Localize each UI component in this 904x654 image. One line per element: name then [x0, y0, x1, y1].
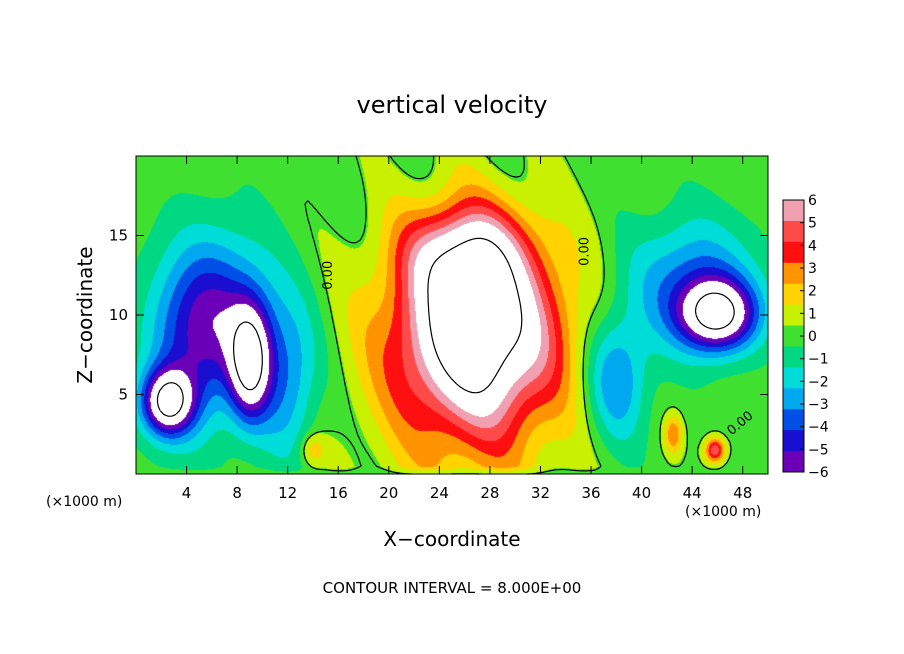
- colorbar-swatch: [783, 241, 804, 264]
- x-tick-label: 36: [581, 484, 600, 502]
- colorbar-tick-label: 5: [808, 216, 817, 232]
- contour-interval-note: CONTOUR INTERVAL = 8.000E+00: [323, 579, 582, 597]
- y-axis: 5 10 15: [109, 227, 768, 404]
- x-tick-label: 44: [683, 484, 702, 502]
- contour-label: 0.00: [578, 237, 593, 266]
- x-tick-label: 40: [632, 484, 651, 502]
- colorbar-tick-label: −4: [808, 420, 829, 436]
- x-tick-label: 4: [182, 484, 192, 502]
- chart-title: vertical velocity: [357, 91, 548, 119]
- contour-line: [427, 237, 523, 394]
- y-tick-label: 15: [109, 227, 128, 245]
- colorbar-swatch: [783, 346, 804, 368]
- x-tick-label: 12: [278, 484, 297, 502]
- colorbar-tick-label: 6: [808, 193, 817, 209]
- x-tick-label: 8: [232, 484, 242, 502]
- x-tick-label: 48: [733, 484, 752, 502]
- colorbar-tick-label: 0: [808, 329, 817, 345]
- colorbar-swatch: [783, 409, 804, 431]
- x-axis-label: X−coordinate: [383, 527, 520, 551]
- colorbar-tick-label: −2: [808, 374, 829, 390]
- colorbar-swatch: [783, 304, 804, 327]
- y-tick-label: 10: [109, 306, 128, 324]
- y-tick-label: 5: [118, 386, 128, 404]
- colorbar-swatch: [783, 451, 804, 473]
- x-tick-label: 28: [480, 484, 499, 502]
- colorbar-tick-label: 3: [808, 261, 817, 277]
- x-unit-left: (×1000 m): [46, 494, 122, 510]
- colorbar: 6 5 4 3 2 1 0 −1 −2 −3 −4 −5 −6: [782, 193, 829, 481]
- colorbar-swatch: [783, 430, 804, 452]
- colorbar-tick-label: −5: [808, 442, 829, 458]
- colorbar-swatch: [783, 367, 804, 389]
- colorbar-swatch: [783, 283, 804, 306]
- x-tick-label: 16: [329, 484, 348, 502]
- colorbar-tick-label: −3: [808, 397, 829, 413]
- colorbar-tick-label: 4: [808, 238, 817, 254]
- x-axis: 4 8 12 16 20 24 28 32 36 40 44 48: [182, 156, 752, 502]
- velocity-field: [136, 156, 768, 474]
- colorbar-swatch: [783, 388, 804, 410]
- colorbar-tick-label: −6: [808, 465, 829, 481]
- x-tick-label: 24: [430, 484, 449, 502]
- plot-area: 0.000.000.00: [135, 155, 769, 475]
- contour-line: [156, 292, 735, 417]
- colorbar-swatch: [783, 200, 804, 222]
- x-tick-label: 20: [379, 484, 398, 502]
- colorbar-swatch: [783, 220, 804, 243]
- x-tick-label: 32: [531, 484, 550, 502]
- y-axis-label: Z−coordinate: [73, 246, 97, 383]
- colorbar-swatch: [783, 262, 804, 285]
- contour-line: [303, 155, 732, 475]
- colorbar-tick-label: −1: [808, 352, 829, 368]
- contour-label: 0.00: [321, 261, 336, 290]
- colorbar-tick-label: 2: [808, 284, 817, 300]
- x-unit-right: (×1000 m): [685, 504, 761, 520]
- colorbar-tick-label: 1: [808, 306, 817, 322]
- colorbar-swatch: [783, 325, 804, 347]
